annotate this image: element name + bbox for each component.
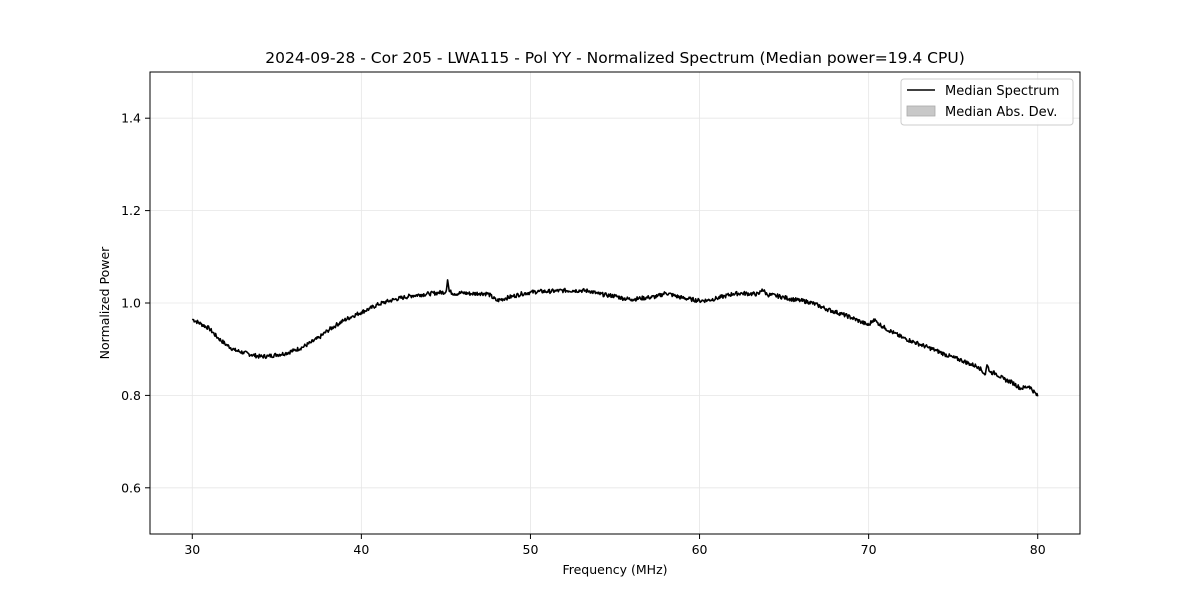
- x-tick-label: 50: [523, 542, 539, 557]
- x-tick-label: 40: [353, 542, 369, 557]
- grid: [150, 72, 1080, 534]
- chart-title: 2024-09-28 - Cor 205 - LWA115 - Pol YY -…: [265, 49, 965, 67]
- y-axis: 0.6 0.8 1.0 1.2 1.4: [121, 111, 150, 495]
- median-spectrum-line: [191, 279, 1039, 397]
- y-tick-label: 1.0: [121, 296, 141, 311]
- x-tick-label: 80: [1030, 542, 1046, 557]
- legend-box: [900, 78, 1074, 126]
- x-tick-label: 70: [861, 542, 877, 557]
- legend-label-median-abs-dev: Median Abs. Dev.: [945, 105, 1057, 120]
- x-tick-label: 30: [184, 542, 200, 557]
- y-axis-label: Normalized Power: [97, 246, 112, 360]
- legend-fill-swatch: [906, 105, 936, 117]
- x-axis-label: Frequency (MHz): [562, 562, 667, 577]
- x-axis: 30 40 50 60 70 80: [184, 534, 1046, 557]
- y-tick-label: 0.8: [121, 388, 141, 403]
- y-tick-label: 1.2: [121, 203, 141, 218]
- median-spectrum-series: [191, 279, 1039, 397]
- legend: Median Spectrum Median Abs. Dev.: [900, 78, 1074, 126]
- y-tick-label: 0.6: [121, 480, 141, 495]
- y-tick-label: 1.4: [121, 111, 141, 126]
- x-tick-label: 60: [692, 542, 708, 557]
- legend-label-median-spectrum: Median Spectrum: [945, 84, 1059, 99]
